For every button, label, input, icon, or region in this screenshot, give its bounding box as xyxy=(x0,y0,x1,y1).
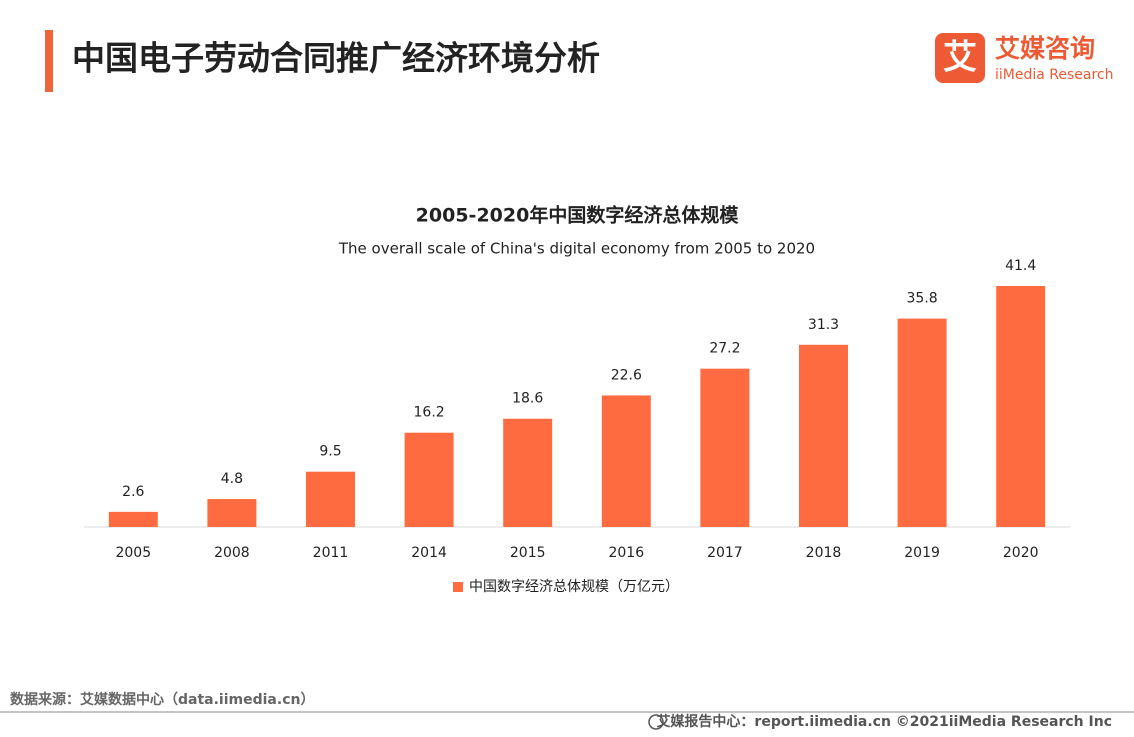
bar xyxy=(897,318,947,527)
legend-swatch xyxy=(453,582,463,592)
value-label: 22.6 xyxy=(611,367,642,383)
value-label: 4.8 xyxy=(221,471,243,487)
bar xyxy=(601,395,651,527)
bar xyxy=(700,368,750,527)
value-label: 31.3 xyxy=(808,317,839,333)
x-tick-label: 2014 xyxy=(411,545,447,561)
value-label: 35.8 xyxy=(907,291,938,307)
x-tick-label: 2019 xyxy=(904,545,940,561)
value-label: 18.6 xyxy=(512,391,543,407)
credit: 艾媒报告中心：report.iimedia.cn ©2021iiMedia Re… xyxy=(656,713,1112,730)
bar xyxy=(108,511,158,527)
x-tick-label: 2018 xyxy=(806,545,842,561)
logo-mark-bg xyxy=(935,33,985,83)
x-tick-label: 2016 xyxy=(608,545,644,561)
bar xyxy=(996,286,1046,527)
chart-subtitle: The overall scale of China's digital eco… xyxy=(338,240,815,258)
logo-sub: iiMedia Research xyxy=(995,67,1114,83)
x-tick-label: 2008 xyxy=(214,545,250,561)
value-label: 16.2 xyxy=(414,405,445,421)
x-tick-label: 2011 xyxy=(313,545,349,561)
value-label: 41.4 xyxy=(1005,258,1036,274)
legend-label: 中国数字经济总体规模（万亿元） xyxy=(469,579,679,595)
x-tick-label: 2005 xyxy=(115,545,151,561)
bar xyxy=(503,418,553,527)
bar xyxy=(306,471,355,527)
source: 数据来源：艾媒数据中心（data.iimedia.cn） xyxy=(10,691,314,708)
bar xyxy=(207,499,257,527)
value-label: 27.2 xyxy=(709,341,740,357)
logo-name: 艾媒咨询 xyxy=(995,34,1095,63)
bar xyxy=(404,432,454,527)
x-tick-label: 2015 xyxy=(510,545,546,561)
page-title: 中国电子劳动合同推广经济环境分析 xyxy=(72,39,600,78)
x-tick-label: 2020 xyxy=(1003,545,1039,561)
value-label: 9.5 xyxy=(319,444,341,460)
bar xyxy=(799,344,848,527)
chart-title: 2005-2020年中国数字经济总体规模 xyxy=(416,204,740,227)
globe-icon xyxy=(648,714,664,730)
title-bar xyxy=(45,30,53,92)
logo-mark: 艾 xyxy=(943,38,977,78)
value-label: 2.6 xyxy=(122,484,144,500)
x-tick-label: 2017 xyxy=(707,545,743,561)
